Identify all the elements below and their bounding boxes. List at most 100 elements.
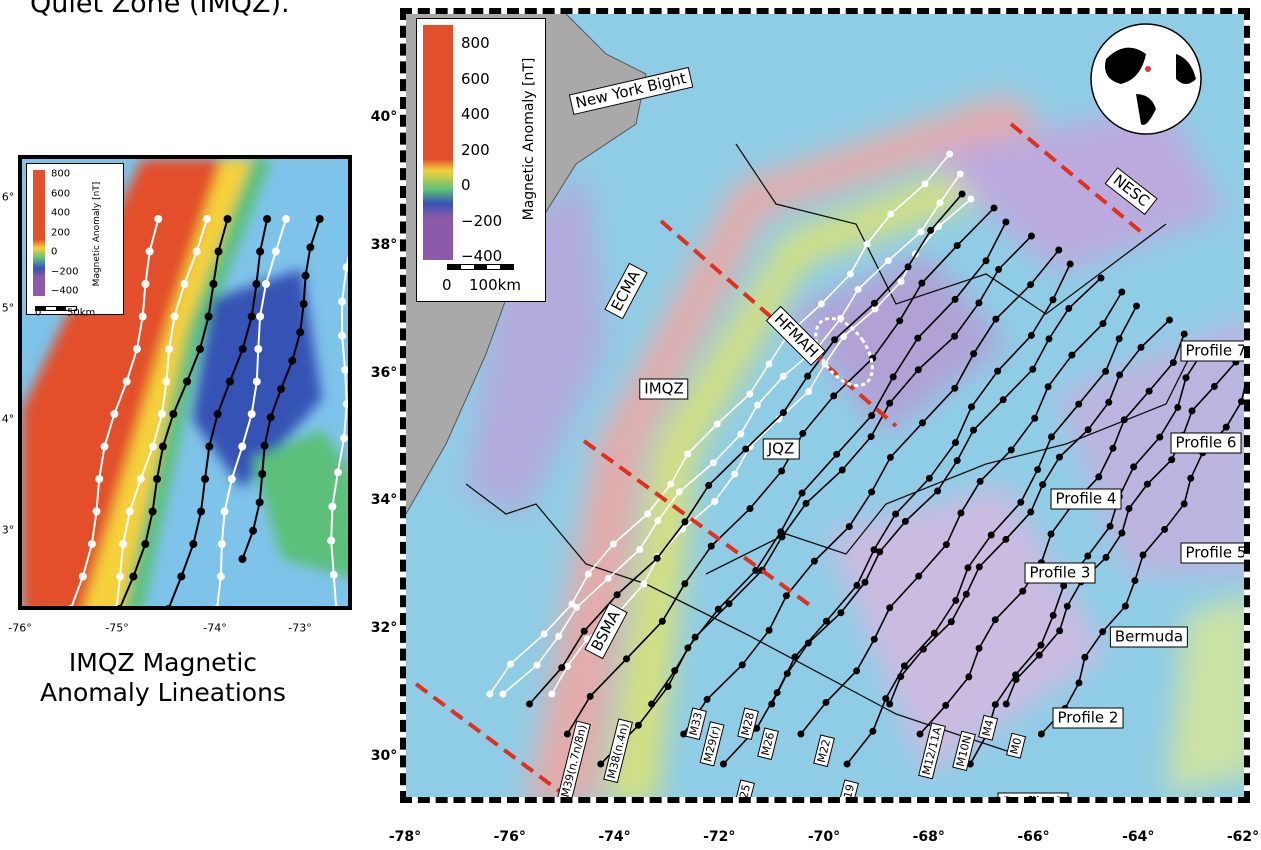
pick xyxy=(1187,475,1194,482)
pick xyxy=(256,248,264,256)
lat-label: 4° xyxy=(2,413,15,426)
pick xyxy=(587,693,594,700)
pick xyxy=(328,503,336,511)
lat-label: 38° xyxy=(371,237,397,253)
pick xyxy=(288,357,296,365)
pick xyxy=(221,508,229,516)
pick xyxy=(779,533,786,540)
pick xyxy=(896,317,903,324)
pick xyxy=(95,475,103,483)
pick xyxy=(558,664,565,671)
pick xyxy=(146,248,154,256)
pick xyxy=(804,373,811,380)
pick xyxy=(805,640,812,647)
pick xyxy=(1211,383,1218,390)
pick xyxy=(334,468,342,476)
pick xyxy=(171,313,179,321)
pick xyxy=(853,582,860,589)
pick xyxy=(330,571,338,579)
lat-label: 34° xyxy=(371,492,397,508)
pick xyxy=(267,413,275,421)
pick xyxy=(597,761,604,768)
pick xyxy=(1064,603,1071,610)
pick xyxy=(797,731,804,738)
pick xyxy=(277,385,285,393)
pick xyxy=(783,592,790,599)
map-label: Bermuda xyxy=(1110,627,1188,648)
pick xyxy=(1084,553,1091,560)
pick xyxy=(746,391,753,398)
pick xyxy=(830,392,837,399)
pick xyxy=(768,701,775,708)
pick xyxy=(671,667,678,674)
lat-label: 6° xyxy=(2,191,15,204)
pick xyxy=(1131,577,1138,584)
pick xyxy=(927,227,934,234)
pick xyxy=(302,272,310,280)
colorbar-tick: −200 xyxy=(51,266,78,277)
pick xyxy=(1140,552,1147,559)
pick xyxy=(742,446,749,453)
pick xyxy=(726,600,733,607)
lon-label: -74° xyxy=(598,829,630,845)
pick xyxy=(654,517,661,524)
pick xyxy=(1181,500,1188,507)
pick xyxy=(254,345,262,353)
pick xyxy=(133,345,141,353)
pick xyxy=(197,508,205,516)
pick xyxy=(214,410,222,418)
pick xyxy=(189,540,197,548)
pick xyxy=(338,298,346,306)
pick xyxy=(1002,219,1009,226)
pick xyxy=(1144,481,1151,488)
pick xyxy=(1048,531,1055,538)
lat-label: 36° xyxy=(371,365,397,381)
profile-label: Profile 4 xyxy=(1051,489,1122,510)
pick xyxy=(1121,416,1128,423)
pick xyxy=(994,368,1001,375)
pick xyxy=(1238,398,1245,405)
pick xyxy=(862,579,869,586)
pick xyxy=(1075,401,1082,408)
pick xyxy=(256,313,264,321)
pick xyxy=(343,263,351,271)
pick xyxy=(636,546,643,553)
pick xyxy=(799,490,806,497)
pick xyxy=(1049,296,1056,303)
pick xyxy=(349,229,352,237)
pick xyxy=(1137,344,1144,351)
pick xyxy=(902,518,909,525)
pick xyxy=(952,597,959,604)
pick xyxy=(1048,433,1055,440)
pick xyxy=(169,410,177,418)
pick xyxy=(1028,233,1035,240)
pick xyxy=(954,242,961,249)
pick xyxy=(149,443,157,451)
lon-label: -66° xyxy=(1017,829,1049,845)
pick xyxy=(869,728,876,735)
pick xyxy=(282,215,290,223)
pick xyxy=(605,575,612,582)
pick xyxy=(778,468,785,475)
pick xyxy=(1116,371,1123,378)
pick xyxy=(992,616,999,623)
pick xyxy=(1056,627,1063,634)
colorbar-tick: 200 xyxy=(461,141,490,159)
pick xyxy=(640,581,647,588)
pick xyxy=(1244,373,1250,380)
pick xyxy=(799,430,806,437)
pick xyxy=(710,459,717,466)
pick xyxy=(959,191,966,198)
pick xyxy=(224,215,232,223)
pick xyxy=(555,633,562,640)
pick xyxy=(1075,679,1082,686)
pick xyxy=(897,673,904,680)
pick xyxy=(256,498,264,506)
lon-label: -70° xyxy=(808,829,840,845)
pick xyxy=(917,228,924,235)
pick xyxy=(217,573,225,581)
pick xyxy=(898,278,905,285)
pick xyxy=(811,558,818,565)
caption-line: IMQZ Magnetic xyxy=(40,648,286,678)
pick xyxy=(977,478,984,485)
